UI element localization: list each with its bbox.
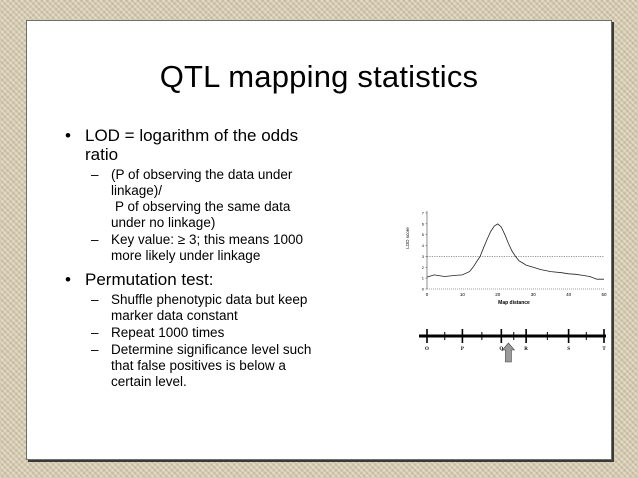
marker-label: O (425, 347, 429, 352)
bullet-list: • LOD = logarithm of the odds ratio – (P… (65, 126, 375, 391)
marker-label: R (524, 347, 528, 352)
sub-line: Determine significance level such (111, 342, 312, 357)
sub-bullet-shuffle: – Shuffle phenotypic data but keep marke… (85, 292, 375, 324)
bullet-lod: • LOD = logarithm of the odds ratio – (P… (65, 126, 375, 264)
x-tick-label: 10 (460, 292, 466, 297)
y-tick-label: 2 (422, 265, 425, 270)
sub-dash: – (91, 167, 99, 182)
sub-dash: – (91, 232, 99, 247)
lod-curve (426, 223, 604, 280)
sub-line: Shuffle phenotypic data but keep (111, 292, 308, 307)
sub-line: more likely under linkage (111, 248, 261, 263)
slide-title: QTL mapping statistics (159, 59, 479, 94)
x-tick-label: 40 (566, 292, 572, 297)
x-tick-label: 20 (495, 292, 501, 297)
sub-list-permutation: – Shuffle phenotypic data but keep marke… (85, 292, 375, 390)
sub-line: Repeat 1000 times (111, 325, 225, 340)
x-tick-label: 0 (426, 292, 429, 297)
marker-label: S (567, 347, 570, 352)
bullet-dot: • (65, 126, 71, 145)
y-tick-label: 0 (422, 287, 425, 292)
sub-dash: – (91, 292, 99, 307)
y-tick-label: 3 (422, 254, 425, 259)
marker-label: Q (499, 347, 503, 352)
sub-bullet-repeat: – Repeat 1000 times (85, 325, 375, 341)
bullet-permutation-line1: Permutation test: (85, 270, 214, 289)
y-tick-label: 6 (422, 221, 425, 226)
sub-line: linkage)/ (111, 183, 163, 198)
bullet-dot: • (65, 270, 71, 289)
sub-bullet-significance: – Determine significance level such that… (85, 342, 375, 390)
marker-label: T (602, 347, 606, 352)
bullet-permutation: • Permutation test: – Shuffle phenotypic… (65, 270, 375, 390)
y-axis-label: LOD score (405, 227, 410, 249)
sub-dash: – (91, 342, 99, 357)
sub-bullet-key-value: – Key value: ≥ 3; this means 1000 more l… (85, 232, 375, 264)
sub-line: certain level. (111, 374, 187, 389)
sub-line: under no linkage) (111, 215, 216, 230)
slide: QTL mapping statistics • LOD = logarithm… (26, 20, 612, 460)
y-tick-label: 7 (422, 211, 425, 216)
sub-line: marker data constant (111, 308, 238, 323)
bullet-lod-line1: LOD = logarithm of the odds (85, 126, 299, 145)
y-tick-label: 1 (422, 276, 425, 281)
x-axis-label: Map distance (498, 300, 530, 306)
sub-list-lod: – (P of observing the data under linkage… (85, 167, 375, 264)
sub-dash: – (91, 325, 99, 340)
sub-line: (P of observing the data under (111, 167, 293, 182)
sub-bullet-probability: – (P of observing the data under linkage… (85, 167, 375, 231)
lod-figure: 0 1 2 3 4 5 6 7 0 10 20 30 40 50 O P Q R S T LOD score Map… (403, 181, 609, 381)
sub-line: Key value: ≥ 3; this means 1000 (111, 232, 304, 247)
marker-label: P (461, 347, 464, 352)
lod-chart: 0 1 2 3 4 5 6 7 0 10 20 30 40 50 O P Q R S T LOD score Map… (405, 211, 607, 363)
sub-line: P of observing the same data (115, 199, 291, 214)
x-tick-label: 50 (601, 292, 607, 297)
sub-line: that false positives is below a (111, 358, 286, 373)
y-tick-label: 5 (422, 232, 425, 237)
bullet-lod-line2: ratio (85, 145, 119, 164)
up-arrow-icon (501, 342, 516, 363)
x-tick-label: 30 (531, 292, 537, 297)
y-tick-label: 4 (422, 243, 425, 248)
